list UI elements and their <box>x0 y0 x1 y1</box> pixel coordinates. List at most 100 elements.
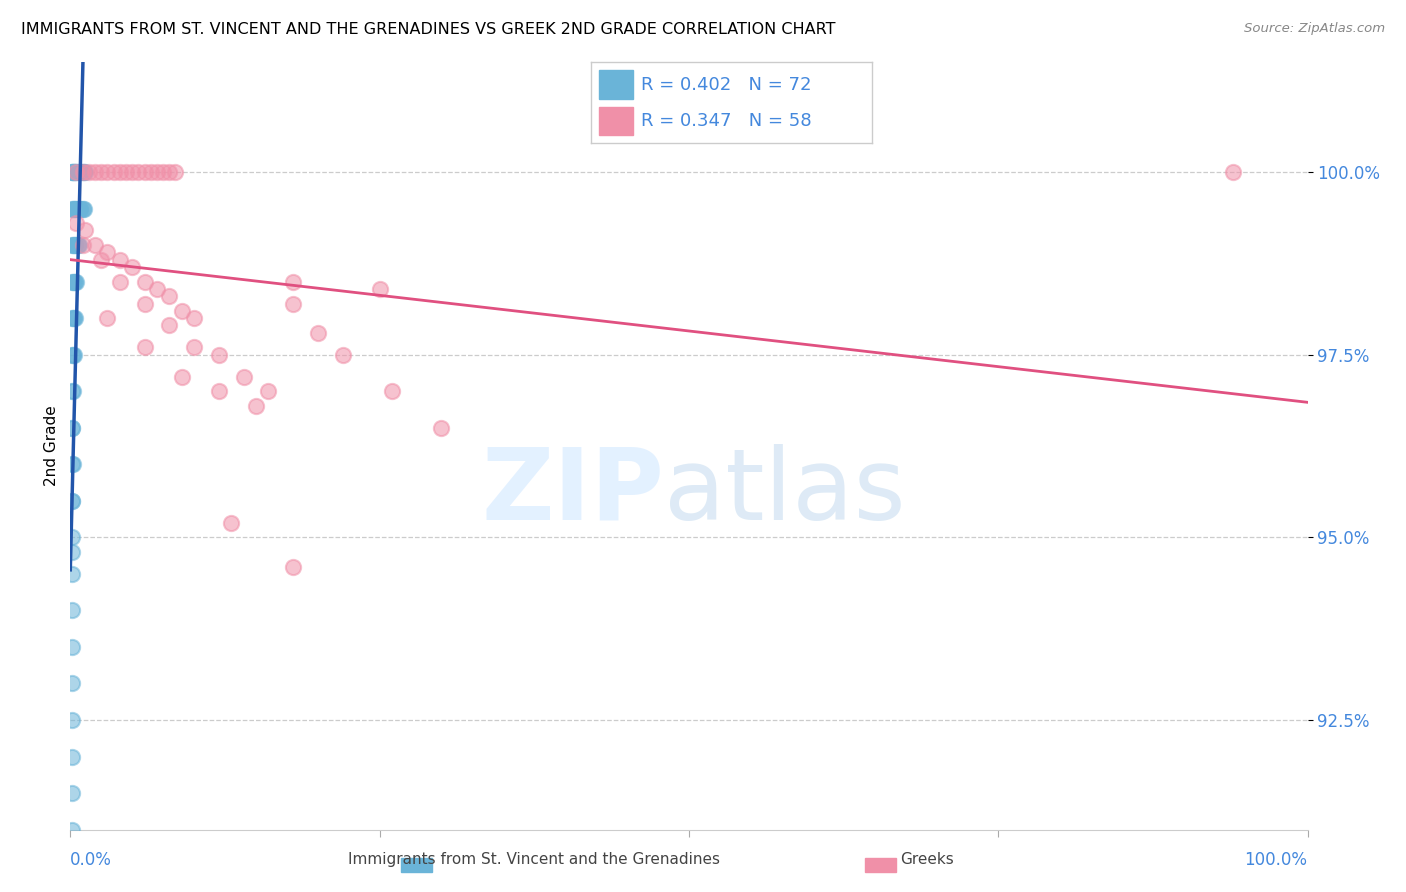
Point <box>219 516 242 530</box>
Point <box>72 165 94 179</box>
Point <box>208 348 231 362</box>
Point <box>60 275 83 289</box>
Point <box>65 165 87 179</box>
Text: IMMIGRANTS FROM ST. VINCENT AND THE GRENADINES VS GREEK 2ND GRADE CORRELATION CH: IMMIGRANTS FROM ST. VINCENT AND THE GREN… <box>21 22 835 37</box>
Point <box>108 252 131 267</box>
Point <box>134 340 156 354</box>
Point <box>60 530 83 544</box>
Point <box>65 165 87 179</box>
Point <box>72 165 94 179</box>
Point <box>62 275 84 289</box>
Bar <box>599 70 633 99</box>
Point <box>245 399 267 413</box>
Point <box>96 311 118 326</box>
Point <box>62 238 84 252</box>
Point <box>60 384 83 399</box>
Point <box>165 165 187 179</box>
Point <box>183 340 205 354</box>
Point <box>60 713 83 727</box>
Point <box>157 165 180 179</box>
Point <box>62 165 84 179</box>
Text: 100.0%: 100.0% <box>1244 852 1308 870</box>
Point <box>65 202 87 216</box>
Text: ZIP: ZIP <box>481 443 664 541</box>
Point <box>157 289 180 303</box>
Point <box>73 165 96 179</box>
Point <box>66 202 89 216</box>
Point <box>146 165 169 179</box>
Point <box>63 238 86 252</box>
Point <box>152 165 174 179</box>
Point <box>65 275 87 289</box>
Point <box>73 202 96 216</box>
Point <box>103 165 125 179</box>
Point <box>368 282 391 296</box>
Point <box>60 566 83 581</box>
Point <box>72 238 94 252</box>
Point <box>139 165 162 179</box>
Point <box>121 165 143 179</box>
Point <box>84 238 107 252</box>
Point <box>75 223 97 237</box>
Point <box>60 348 83 362</box>
Point <box>60 786 83 800</box>
Point <box>60 165 83 179</box>
Point <box>65 238 87 252</box>
Point <box>90 165 112 179</box>
Point <box>62 457 84 471</box>
Text: R = 0.347   N = 58: R = 0.347 N = 58 <box>641 112 811 130</box>
Point <box>69 202 91 216</box>
Point <box>307 326 329 340</box>
Point <box>67 202 90 216</box>
Point <box>134 296 156 310</box>
Point <box>60 457 83 471</box>
Point <box>67 165 90 179</box>
Point <box>63 165 86 179</box>
Point <box>96 245 118 260</box>
Point <box>62 311 84 326</box>
Point <box>69 165 91 179</box>
Point <box>60 603 83 617</box>
Point <box>170 303 193 318</box>
Point <box>157 318 180 333</box>
Point <box>170 369 193 384</box>
Point <box>70 165 93 179</box>
Point <box>66 238 89 252</box>
Point <box>60 640 83 654</box>
Point <box>281 275 304 289</box>
Point <box>70 202 93 216</box>
Point <box>63 165 86 179</box>
Point <box>66 165 89 179</box>
Point <box>84 165 107 179</box>
Point <box>332 348 354 362</box>
Point <box>72 202 94 216</box>
Point <box>134 275 156 289</box>
Point <box>96 165 118 179</box>
Point <box>60 749 83 764</box>
Point <box>381 384 404 399</box>
Point <box>121 260 143 274</box>
Point <box>60 202 83 216</box>
Point <box>65 238 87 252</box>
Point <box>60 676 83 690</box>
Text: R = 0.402   N = 72: R = 0.402 N = 72 <box>641 76 811 94</box>
Point <box>60 822 83 837</box>
Point <box>115 165 138 179</box>
Point <box>108 165 131 179</box>
Point <box>62 165 84 179</box>
Point <box>65 275 87 289</box>
Point <box>60 311 83 326</box>
Text: Immigrants from St. Vincent and the Grenadines: Immigrants from St. Vincent and the Gren… <box>349 852 720 867</box>
Point <box>65 165 87 179</box>
Point <box>134 165 156 179</box>
Y-axis label: 2nd Grade: 2nd Grade <box>44 406 59 486</box>
Point <box>60 421 83 435</box>
Point <box>62 202 84 216</box>
Point <box>281 296 304 310</box>
Point <box>62 348 84 362</box>
Point <box>108 275 131 289</box>
Point <box>60 545 83 559</box>
Point <box>60 493 83 508</box>
Point <box>65 216 87 230</box>
Point <box>60 421 83 435</box>
